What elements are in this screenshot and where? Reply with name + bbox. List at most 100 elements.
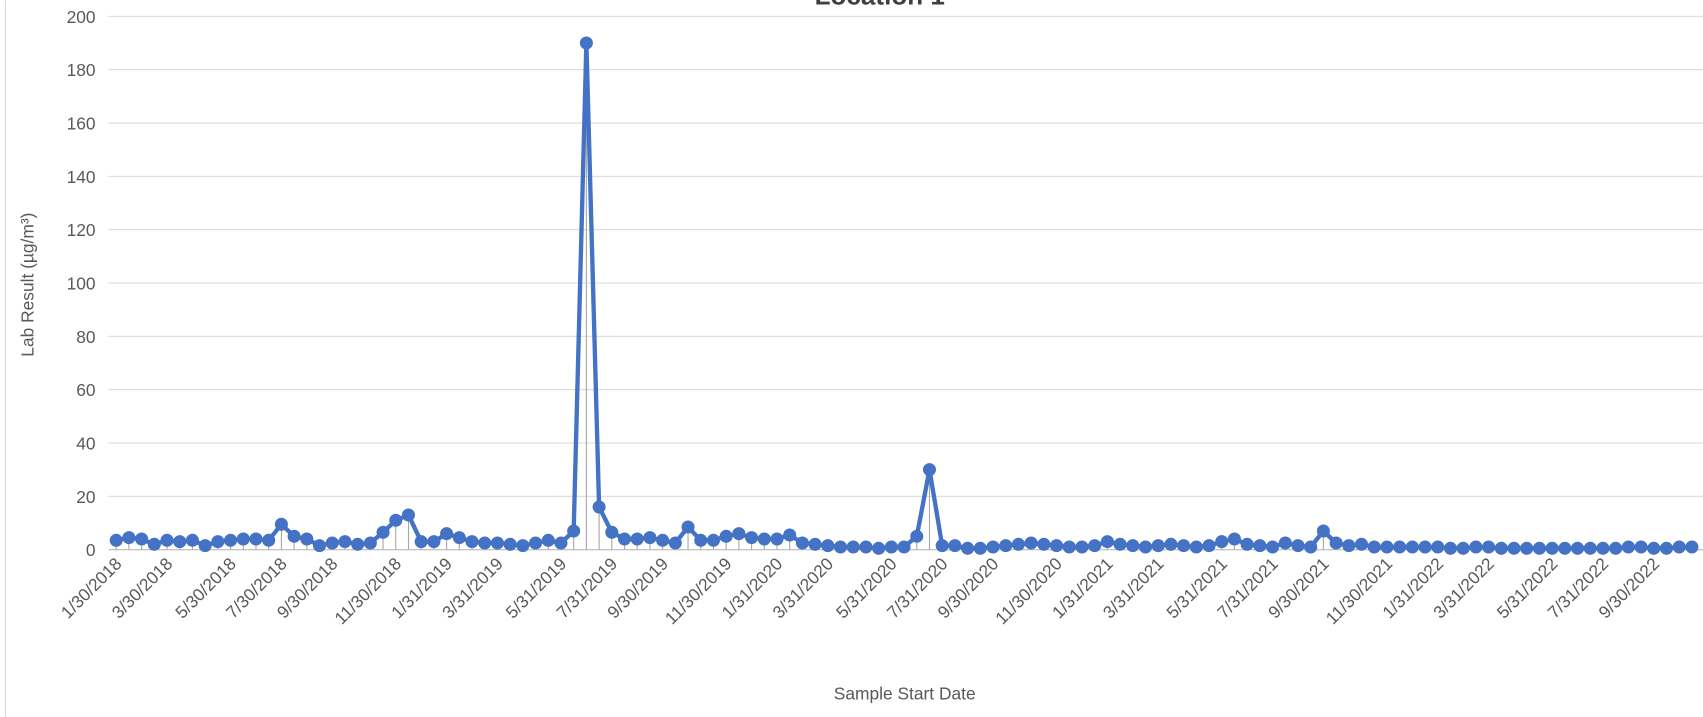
marker — [910, 529, 924, 543]
marker — [834, 540, 848, 554]
marker — [249, 532, 263, 546]
marker — [541, 533, 555, 547]
marker — [287, 529, 301, 543]
y-tick-label: 80 — [76, 327, 95, 347]
marker — [656, 533, 670, 547]
marker — [313, 539, 327, 553]
marker — [1075, 540, 1089, 554]
marker — [465, 535, 479, 549]
marker — [706, 533, 720, 547]
marker — [1266, 540, 1280, 554]
marker — [1024, 536, 1038, 550]
marker — [897, 540, 911, 554]
marker — [338, 535, 352, 549]
marker — [1621, 540, 1635, 554]
marker — [401, 508, 415, 522]
marker — [808, 537, 822, 551]
marker — [1520, 541, 1534, 555]
marker — [1571, 541, 1585, 555]
marker — [846, 540, 860, 554]
y-tick-label: 160 — [67, 114, 96, 134]
marker — [745, 531, 759, 545]
marker — [452, 531, 466, 545]
marker — [1011, 537, 1025, 551]
marker — [109, 533, 123, 547]
marker — [1596, 541, 1610, 555]
marker — [490, 536, 504, 550]
marker — [668, 536, 682, 550]
y-tick-label: 40 — [76, 434, 95, 454]
marker — [732, 527, 746, 541]
x-tick-label: 11/30/2020 — [991, 554, 1066, 629]
marker — [262, 533, 276, 547]
marker — [363, 536, 377, 550]
marker — [1482, 540, 1496, 554]
marker — [135, 532, 149, 546]
marker — [1393, 540, 1407, 554]
marker — [389, 513, 403, 527]
marker — [1380, 540, 1394, 554]
marker — [1494, 541, 1508, 555]
y-tick-label: 180 — [67, 60, 96, 80]
y-tick-label: 0 — [86, 540, 96, 560]
marker — [935, 539, 949, 553]
marker — [605, 525, 619, 539]
marker — [681, 520, 695, 534]
marker — [1100, 535, 1114, 549]
marker — [325, 536, 339, 550]
marker — [1431, 540, 1445, 554]
y-tick-label: 60 — [76, 380, 95, 400]
marker — [872, 541, 886, 555]
marker — [1609, 541, 1623, 555]
marker — [1291, 539, 1305, 553]
marker — [592, 500, 606, 514]
marker — [630, 532, 644, 546]
marker — [1329, 536, 1343, 550]
marker — [173, 535, 187, 549]
marker — [1113, 537, 1127, 551]
marker — [198, 539, 212, 553]
marker — [579, 36, 593, 50]
y-axis-title: Lab Result (µg/m³) — [18, 213, 38, 357]
marker — [694, 533, 708, 547]
marker — [1177, 539, 1191, 553]
marker — [1507, 541, 1521, 555]
marker — [795, 536, 809, 550]
marker — [884, 540, 898, 554]
marker — [999, 539, 1013, 553]
marker — [1647, 541, 1661, 555]
marker — [503, 537, 517, 551]
marker — [757, 532, 771, 546]
marker — [516, 539, 530, 553]
marker — [185, 533, 199, 547]
marker — [554, 536, 568, 550]
x-tick-label: 11/30/2019 — [661, 554, 736, 629]
marker — [1278, 536, 1292, 550]
marker — [1545, 541, 1559, 555]
marker — [1418, 540, 1432, 554]
marker — [567, 524, 581, 538]
marker — [821, 539, 835, 553]
marker — [351, 537, 365, 551]
marker — [617, 532, 632, 546]
marker — [1405, 540, 1419, 554]
y-tick-label: 140 — [67, 167, 96, 187]
marker — [719, 529, 733, 543]
marker — [1215, 535, 1229, 549]
marker — [1050, 539, 1064, 553]
marker — [1202, 539, 1216, 553]
marker — [414, 535, 428, 549]
marker — [1443, 541, 1457, 555]
marker — [1037, 537, 1051, 551]
x-tick-label: 11/30/2021 — [1322, 554, 1397, 629]
marker — [224, 533, 238, 547]
marker — [922, 463, 936, 477]
marker — [1164, 537, 1178, 551]
marker — [478, 536, 492, 550]
marker — [1469, 540, 1483, 554]
marker — [1634, 540, 1648, 554]
chart-title: Location 1 — [815, 0, 945, 10]
marker — [1138, 540, 1153, 554]
marker — [1355, 537, 1369, 551]
marker — [1240, 537, 1254, 551]
